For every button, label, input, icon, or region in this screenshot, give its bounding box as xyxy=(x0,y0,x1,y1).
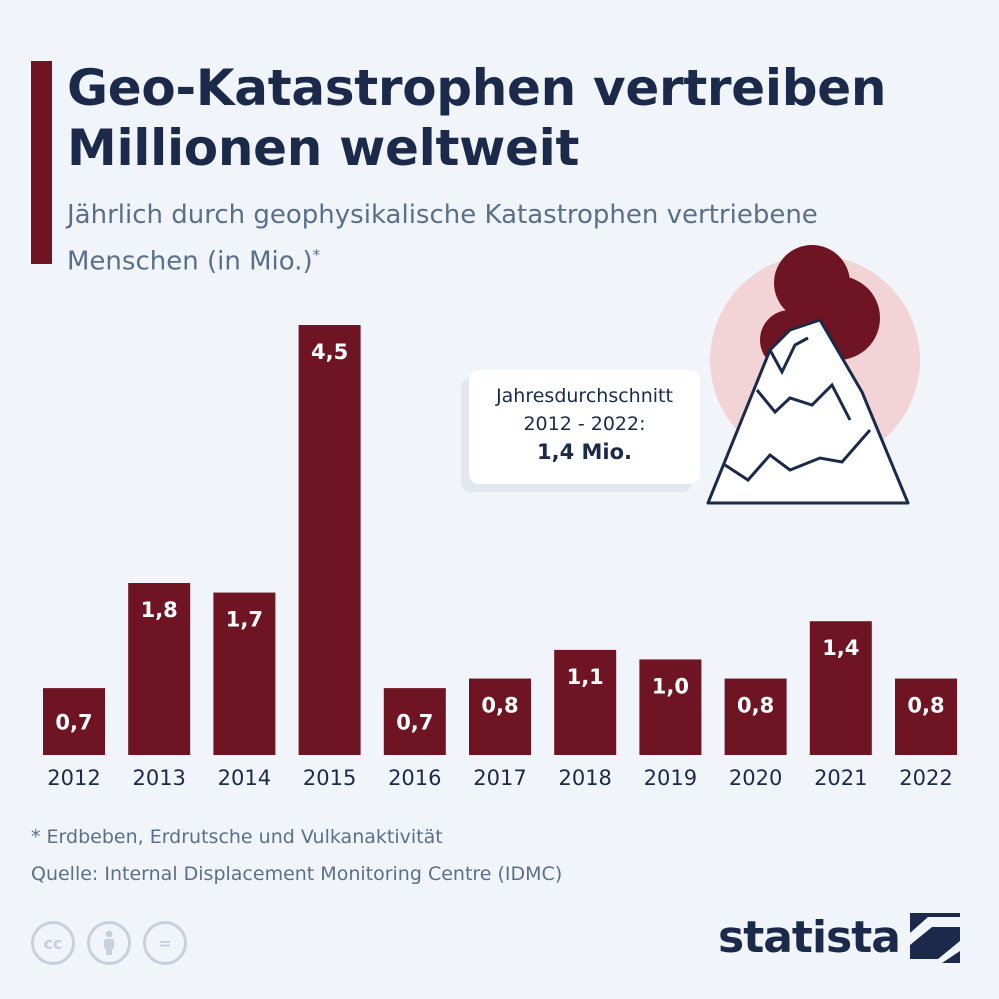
bar-2019 xyxy=(639,659,702,755)
bar-2014 xyxy=(213,592,276,755)
x-tick-label-2015: 2015 xyxy=(303,766,356,790)
subtitle-footnote-mark: * xyxy=(312,246,321,264)
data-label-2021: 1,4 xyxy=(822,636,859,660)
x-tick-label-2014: 2014 xyxy=(218,766,271,790)
callout-line2: 2012 - 2022: xyxy=(523,413,646,435)
data-label-2013: 1,8 xyxy=(141,598,178,622)
subtitle-text: Jährlich durch geophysikalische Katastro… xyxy=(67,200,818,277)
bar-2021 xyxy=(809,621,872,755)
statista-logo-icon xyxy=(909,912,960,963)
data-label-2022: 0,8 xyxy=(907,694,944,718)
average-callout: Jahresdurchschnitt 2012 - 2022: 1,4 Mio. xyxy=(469,370,700,484)
nd-icon[interactable]: = xyxy=(143,921,187,965)
bar-2015 xyxy=(298,325,361,755)
callout-value: 1,4 Mio. xyxy=(536,440,632,464)
x-tick-label-2022: 2022 xyxy=(899,766,952,790)
data-label-2014: 1,7 xyxy=(226,608,263,632)
chart-subtitle: Jährlich durch geophysikalische Katastro… xyxy=(67,195,827,282)
x-tick-label-2017: 2017 xyxy=(473,766,526,790)
data-label-2019: 1,0 xyxy=(652,674,689,698)
bar-2022 xyxy=(895,678,957,755)
bar-2017 xyxy=(469,678,531,755)
x-tick-label-2016: 2016 xyxy=(388,766,441,790)
x-tick-label-2021: 2021 xyxy=(814,766,867,790)
license-icons: cc = xyxy=(31,921,187,965)
chart-title: Geo-Katastrophen vertreiben Millionen we… xyxy=(67,59,887,177)
bar-2012 xyxy=(43,688,105,755)
bar-2013 xyxy=(128,583,191,755)
bar-2018 xyxy=(554,649,617,755)
logo-text: statista xyxy=(718,912,901,963)
cc-icon[interactable]: cc xyxy=(31,921,75,965)
x-tick-label-2012: 2012 xyxy=(47,766,100,790)
volcano-icon xyxy=(706,245,920,505)
bar-2016 xyxy=(383,688,446,755)
data-label-2017: 0,8 xyxy=(481,694,518,718)
data-label-2016: 0,7 xyxy=(396,711,433,735)
statista-logo[interactable]: statista xyxy=(718,912,960,963)
by-icon[interactable] xyxy=(87,921,131,965)
bar-2020 xyxy=(724,678,787,755)
footnote: * Erdbeben, Erdrutsche und Vulkanaktivit… xyxy=(31,826,443,848)
x-tick-label-2013: 2013 xyxy=(132,766,185,790)
data-label-2018: 1,1 xyxy=(567,665,604,689)
x-tick-label-2019: 2019 xyxy=(644,766,697,790)
x-tick-label-2018: 2018 xyxy=(558,766,611,790)
data-label-2012: 0,7 xyxy=(55,711,92,735)
source-note: Quelle: Internal Displacement Monitoring… xyxy=(31,863,563,885)
callout-line1: Jahresdurchschnitt xyxy=(496,385,673,407)
data-label-2020: 0,8 xyxy=(737,694,774,718)
x-tick-label-2020: 2020 xyxy=(729,766,782,790)
title-accent-bar xyxy=(31,61,52,264)
data-label-2015: 4,5 xyxy=(311,340,348,364)
